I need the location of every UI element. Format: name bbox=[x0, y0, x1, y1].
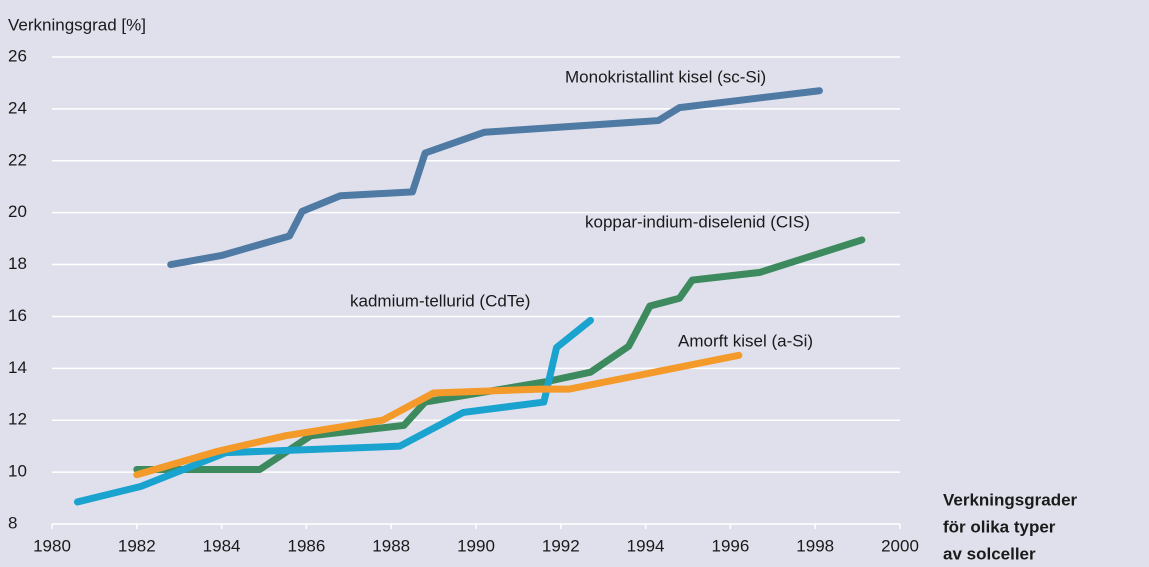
x-tick-label: 1998 bbox=[796, 536, 834, 555]
caption: för olika typer bbox=[943, 517, 1056, 536]
x-tick-label: 1980 bbox=[33, 536, 71, 555]
y-tick-label: 12 bbox=[8, 410, 27, 429]
series-line bbox=[133, 236, 866, 474]
x-tick-label: 1992 bbox=[542, 536, 580, 555]
y-tick-label: 14 bbox=[8, 358, 27, 377]
series-label: Monokristallint kisel (sc-Si) bbox=[565, 67, 766, 86]
y-tick-label: 26 bbox=[8, 46, 27, 65]
y-tick-label: 24 bbox=[8, 98, 27, 117]
series-line bbox=[167, 87, 823, 269]
y-tick-label: 20 bbox=[8, 202, 27, 221]
x-tick-label: 1986 bbox=[287, 536, 325, 555]
y-axis-label: Verkningsgrad [%] bbox=[8, 15, 146, 34]
x-tick-label: 1990 bbox=[457, 536, 495, 555]
y-tick-label: 16 bbox=[8, 306, 27, 325]
x-tick-label: 1984 bbox=[203, 536, 241, 555]
y-tick-label: 22 bbox=[8, 150, 27, 169]
x-tick-label: 1996 bbox=[711, 536, 749, 555]
series-label: koppar-indium-diselenid (CIS) bbox=[585, 212, 810, 231]
caption: av solceller bbox=[943, 544, 1036, 563]
series-line bbox=[73, 316, 594, 506]
y-tick-label: 10 bbox=[8, 462, 27, 481]
y-tick-label: 18 bbox=[8, 254, 27, 273]
caption: Verkningsgrader bbox=[943, 490, 1078, 509]
y-tick-label: 8 bbox=[8, 513, 17, 532]
x-tick-label: 1994 bbox=[627, 536, 665, 555]
series-line bbox=[133, 351, 743, 479]
series-label: Amorft kisel (a-Si) bbox=[678, 331, 813, 350]
x-tick-label: 2000 bbox=[881, 536, 919, 555]
x-tick-label: 1982 bbox=[118, 536, 156, 555]
x-tick-label: 1988 bbox=[372, 536, 410, 555]
series-label: kadmium-tellurid (CdTe) bbox=[350, 291, 530, 310]
